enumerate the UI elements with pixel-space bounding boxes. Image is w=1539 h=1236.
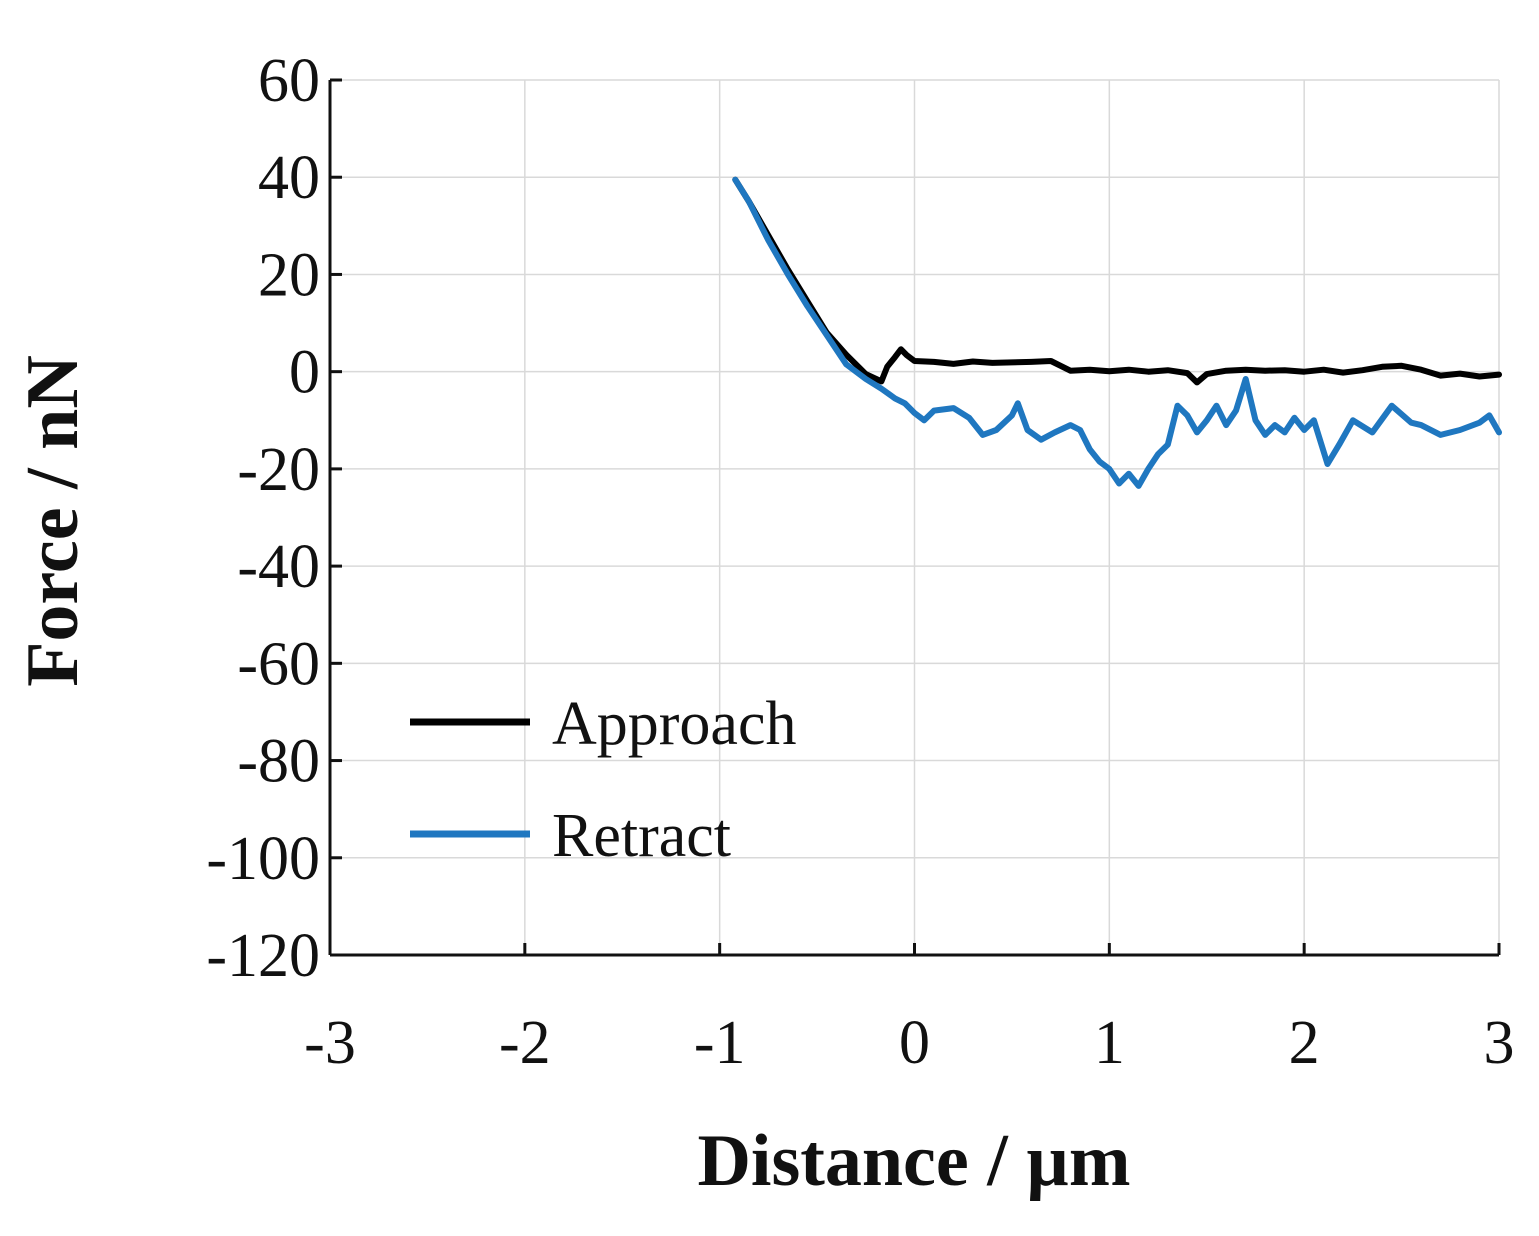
series-line-retract: [732, 176, 1502, 489]
series-layer: [732, 176, 1502, 489]
axes: [328, 78, 1501, 957]
y-tick-label: -120: [206, 922, 320, 990]
tick-labels: 60 40 20 0 -20 -40 -60 -80 -100 -120 -3 -2 -1 0 1 2 3: [206, 47, 1514, 1077]
y-tick-label: 60: [258, 47, 320, 115]
series-line-approach: [732, 176, 1502, 386]
x-tick-label: -2: [499, 1009, 551, 1077]
y-tick-label: -40: [237, 533, 320, 601]
x-tick-label: -1: [694, 1009, 746, 1077]
y-tick-label: -80: [237, 728, 320, 796]
grid: [329, 79, 1500, 956]
y-tick-label: -100: [206, 825, 320, 893]
x-tick-label: 1: [1094, 1009, 1125, 1077]
x-tick-label: 3: [1484, 1009, 1515, 1077]
y-tick-label: -20: [237, 436, 320, 504]
y-tick-label: 0: [289, 339, 320, 407]
legend: Approach Retract: [410, 690, 796, 870]
y-tick-label: -60: [237, 630, 320, 698]
x-tick-label: 0: [899, 1009, 930, 1077]
y-axis-title: Force / nN: [12, 355, 94, 687]
y-tick-label: 40: [258, 144, 320, 212]
legend-label-approach: Approach: [552, 690, 796, 758]
x-tick-label: -3: [304, 1009, 356, 1077]
y-tick-label: 20: [258, 241, 320, 309]
legend-label-retract: Retract: [552, 802, 731, 870]
x-axis-title: Distance / µm: [697, 1120, 1130, 1202]
x-tick-label: 2: [1289, 1009, 1320, 1077]
